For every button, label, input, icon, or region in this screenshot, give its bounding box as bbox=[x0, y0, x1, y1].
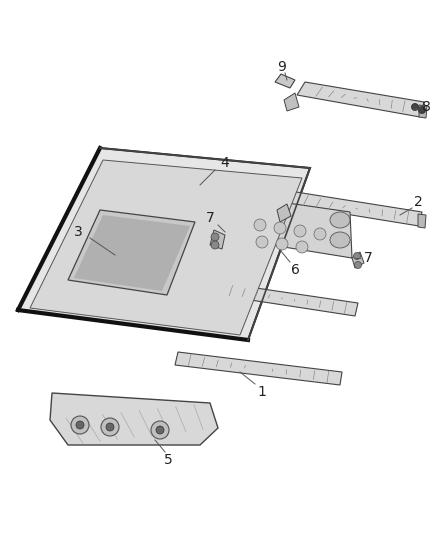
Circle shape bbox=[101, 418, 119, 436]
Circle shape bbox=[296, 241, 308, 253]
Polygon shape bbox=[297, 82, 424, 117]
Circle shape bbox=[156, 426, 164, 434]
Polygon shape bbox=[50, 393, 218, 445]
Text: 3: 3 bbox=[74, 225, 82, 239]
Text: 1: 1 bbox=[258, 385, 266, 399]
Circle shape bbox=[294, 225, 306, 237]
Polygon shape bbox=[210, 230, 225, 249]
Polygon shape bbox=[218, 283, 358, 316]
Text: 7: 7 bbox=[364, 251, 372, 265]
Ellipse shape bbox=[330, 212, 350, 228]
Circle shape bbox=[276, 238, 288, 250]
Polygon shape bbox=[352, 252, 364, 268]
Polygon shape bbox=[290, 192, 422, 226]
Circle shape bbox=[418, 107, 425, 114]
Circle shape bbox=[254, 219, 266, 231]
Circle shape bbox=[211, 241, 219, 249]
Polygon shape bbox=[419, 105, 427, 118]
Text: 2: 2 bbox=[413, 195, 422, 209]
Text: 8: 8 bbox=[421, 100, 431, 114]
Circle shape bbox=[274, 222, 286, 234]
Circle shape bbox=[76, 421, 84, 429]
Circle shape bbox=[314, 228, 326, 240]
Circle shape bbox=[354, 262, 361, 269]
Circle shape bbox=[411, 103, 418, 110]
Circle shape bbox=[71, 416, 89, 434]
Polygon shape bbox=[30, 160, 302, 335]
Polygon shape bbox=[228, 195, 352, 258]
Polygon shape bbox=[74, 215, 190, 291]
Text: 5: 5 bbox=[164, 453, 173, 467]
Text: 6: 6 bbox=[290, 263, 300, 277]
Polygon shape bbox=[18, 148, 310, 340]
Text: 7: 7 bbox=[205, 211, 214, 225]
Circle shape bbox=[211, 233, 219, 241]
Polygon shape bbox=[275, 74, 295, 88]
Polygon shape bbox=[68, 210, 195, 295]
Circle shape bbox=[353, 253, 360, 260]
Ellipse shape bbox=[330, 232, 350, 248]
Circle shape bbox=[256, 236, 268, 248]
Text: 4: 4 bbox=[221, 156, 230, 170]
Polygon shape bbox=[418, 214, 426, 228]
Polygon shape bbox=[277, 204, 291, 222]
Polygon shape bbox=[284, 93, 299, 111]
Circle shape bbox=[106, 423, 114, 431]
Polygon shape bbox=[175, 352, 342, 385]
Text: 9: 9 bbox=[278, 60, 286, 74]
Circle shape bbox=[151, 421, 169, 439]
